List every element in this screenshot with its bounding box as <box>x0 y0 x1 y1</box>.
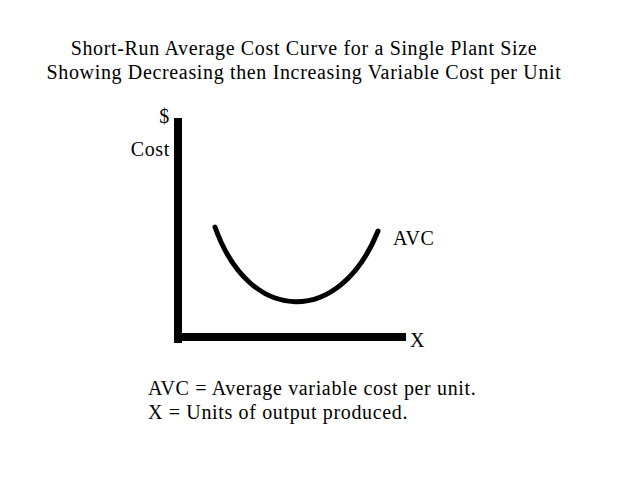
slide: { "title": { "line1": "Short-Run Average… <box>0 0 640 480</box>
avc-curve <box>215 227 378 302</box>
legend-line-1: AVC = Average variable cost per unit. <box>148 376 476 400</box>
legend-line-2: X = Units of output produced. <box>148 400 476 424</box>
x-axis-label: X <box>410 330 425 350</box>
avc-curve-label: AVC <box>393 228 435 248</box>
legend-text: AVC = Average variable cost per unit. X … <box>148 376 476 424</box>
